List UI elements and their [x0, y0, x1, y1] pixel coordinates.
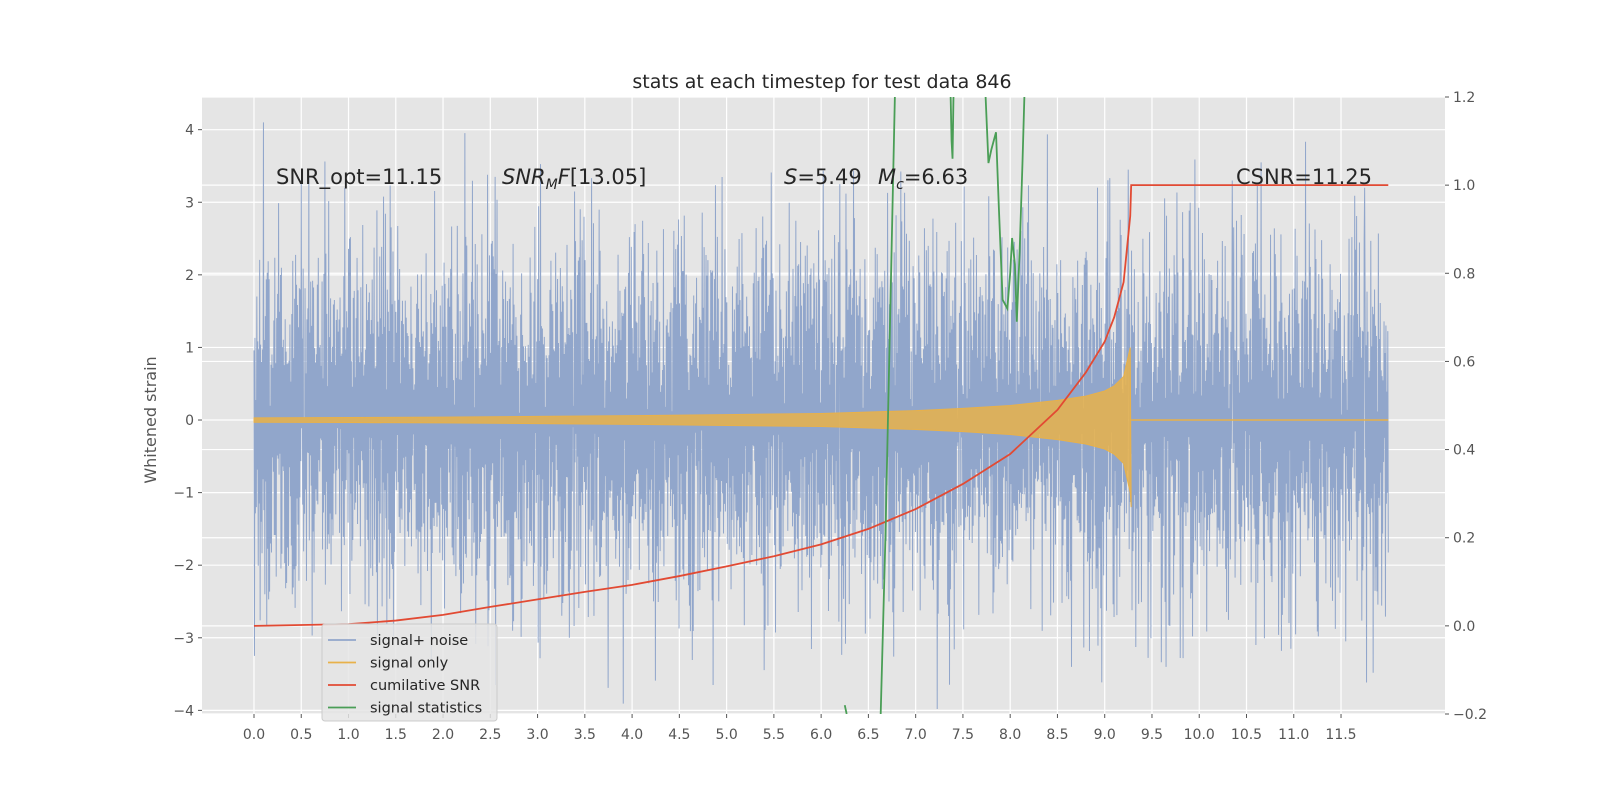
series-cumulative-snr — [253, 184, 1389, 627]
x-tick-label: 1.0 — [337, 727, 359, 743]
x-tick-label: 11.0 — [1278, 727, 1309, 743]
x-tick-label: 3.5 — [574, 727, 596, 743]
legend-label: signal statistics — [370, 701, 482, 717]
series-layer — [253, 97, 1389, 714]
y-tick-label: 1 — [185, 340, 194, 356]
axes-layer: 0.0 0.5 1.0 1.5 2.0 2.5 3.0 3.5 4.0 4.5 5.0 5.5 6.0 6… — [173, 90, 1487, 743]
y2-tick-label: 0.6 — [1453, 354, 1475, 370]
legend-box — [321, 623, 498, 722]
y2-tick-label: −0.2 — [1453, 707, 1487, 723]
annotation-mc-value: =6.63 — [904, 165, 968, 189]
x-tick-label: 8.5 — [1046, 727, 1068, 743]
annotation-s: S=5.49 — [784, 165, 862, 189]
x-tick-label: 3.0 — [526, 727, 548, 743]
x-tick-label: 11.5 — [1325, 727, 1356, 743]
x-tick-label: 7.0 — [905, 727, 927, 743]
y2-tick-label: 0.0 — [1453, 619, 1475, 635]
y-tick-label: −2 — [173, 558, 194, 574]
y2-tick-label: 0.4 — [1453, 443, 1475, 459]
y-tick-label: 0 — [185, 413, 194, 429]
x-tick-label: 2.0 — [432, 727, 454, 743]
series-signal-only — [253, 347, 1132, 508]
legend: signal+ noise signal only cumilative SNR si… — [321, 623, 498, 722]
legend-label: cumilative SNR — [370, 678, 480, 694]
x-tick-label: 5.0 — [715, 727, 737, 743]
y-tick-label: −4 — [173, 703, 194, 719]
y2-tick-label: 0.2 — [1453, 531, 1475, 547]
legend-label: signal+ noise — [370, 633, 468, 649]
x-tick-label: 9.5 — [1141, 727, 1163, 743]
series-signal-statistics — [879, 97, 896, 714]
series-signal-statistics — [984, 97, 1026, 322]
y-tick-label: 3 — [185, 195, 194, 211]
x-tick-label: 2.5 — [479, 727, 501, 743]
x-tick-label: 4.0 — [621, 727, 643, 743]
y2-tick-label: 1.0 — [1453, 178, 1475, 194]
y-tick-label: −1 — [173, 486, 194, 502]
annotation-snr-opt: SNR_opt=11.15 — [276, 165, 442, 190]
annotation-csnr: CSNR=11.25 — [1236, 165, 1372, 189]
x-tick-label: 1.5 — [385, 727, 407, 743]
annotation-mc: Mc=6.63 — [878, 165, 968, 193]
x-tick-label: 6.5 — [857, 727, 879, 743]
y2-tick-label: 0.8 — [1453, 266, 1475, 282]
annotations: SNR_opt=11.15 SNRMF[13.05] S=5.49 Mc=6.6… — [276, 165, 1372, 193]
x-tick-label: 8.0 — [999, 727, 1021, 743]
y-tick-label: 2 — [185, 268, 194, 284]
y-tick-label: −3 — [173, 631, 194, 647]
x-tick-label: 10.5 — [1231, 727, 1262, 743]
chart-title: stats at each timestep for test data 846 — [632, 71, 1011, 93]
series-signal-statistics — [949, 97, 955, 159]
y2-tick-label: 1.2 — [1453, 90, 1475, 106]
x-tick-label: 10.0 — [1184, 727, 1215, 743]
annotation-snr-mf: SNRMF[13.05] — [502, 165, 646, 193]
x-tick-label: 5.5 — [763, 727, 785, 743]
series-signal-statistics — [843, 705, 848, 714]
x-tick-label: 0.0 — [243, 727, 265, 743]
series-signal-noise — [253, 122, 1389, 710]
y-tick-label: 4 — [185, 123, 194, 139]
x-tick-label: 9.0 — [1094, 727, 1116, 743]
x-tick-label: 0.5 — [290, 727, 312, 743]
annotation-snr-mf-value: [13.05] — [570, 165, 647, 189]
y-axis-label: Whitened strain — [141, 356, 160, 483]
x-tick-label: 4.5 — [668, 727, 690, 743]
x-tick-label: 6.0 — [810, 727, 832, 743]
x-tick-label: 7.5 — [952, 727, 974, 743]
annotation-s-value: =5.49 — [797, 165, 861, 189]
legend-label: signal only — [370, 656, 449, 672]
